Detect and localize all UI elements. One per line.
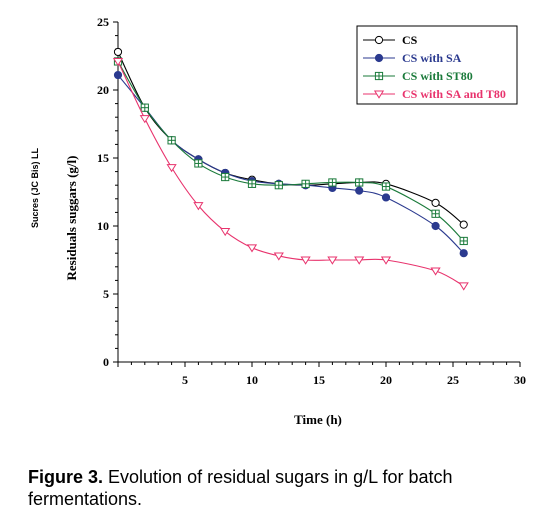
data-point [246,244,258,253]
data-point [459,236,468,246]
legend-item: CS [363,33,418,47]
legend-label: CS with SA [402,51,462,65]
data-point [300,256,311,265]
data-point [381,193,391,202]
data-point [274,181,283,190]
y-tick-label: 0 [103,355,109,369]
data-point [193,202,204,211]
legend-item: CS with ST80 [363,69,473,83]
figure-caption-text: Evolution of residual sugars in g/L for … [28,467,453,509]
data-point [374,53,384,63]
chart: 0 5 10 15 20 25 5 10 15 20 25 30 CS CS with SA CS wit… [30,15,526,427]
side-label: Sucres (JC Bis) LL [30,147,40,228]
data-point [140,103,149,112]
data-point [328,178,337,187]
x-axis-title: Time (h) [294,412,342,427]
data-point [431,221,440,231]
data-point [381,182,391,191]
data-point [273,252,284,261]
data-point [373,90,385,99]
data-point [167,136,176,145]
y-tick-label: 20 [97,83,109,97]
data-point [301,179,310,188]
legend: CS CS with SA CS with ST80 CS with SA and T… [356,25,518,105]
x-tick-label: 20 [380,373,392,387]
data-point [458,282,469,291]
axes: 0 5 10 15 20 25 5 10 15 20 25 30 [97,15,526,387]
data-point [355,186,364,195]
data-point [327,256,338,265]
series-cs-with-st80 [113,57,468,246]
data-point [354,256,365,265]
y-tick-label: 5 [103,287,109,301]
data-point [380,256,392,265]
data-point [194,159,203,168]
y-tick-label: 10 [97,219,109,233]
legend-label: CS with SA and T80 [402,87,506,101]
y-tick-label: 25 [97,15,109,29]
series-cs-with-sa-and-t80 [112,58,469,291]
data-point [431,209,440,218]
data-point [221,172,230,182]
figure-caption: Figure 3. Evolution of residual sugars i… [28,466,538,510]
data-point [374,71,384,81]
x-tick-label: 30 [514,373,526,387]
y-axis-title: Residuals suggars (g/l) [64,156,79,281]
data-point [113,47,123,57]
data-point [430,267,441,276]
series-layer [112,47,469,291]
x-tick-label: 10 [246,373,258,387]
x-tick-label: 5 [182,373,188,387]
x-tick-label: 25 [447,373,459,387]
data-point [459,249,468,258]
legend-item: CS with SA [363,51,462,65]
data-point [220,228,231,237]
data-point [459,220,468,229]
data-point [374,35,384,45]
data-point [355,178,364,187]
legend-item: CS with SA and T80 [363,87,506,101]
y-tick-label: 15 [97,151,109,165]
legend-label: CS with ST80 [402,69,473,83]
data-point [247,179,257,188]
data-point [431,198,440,207]
data-point [139,115,150,124]
figure-caption-label: Figure 3. [28,467,104,487]
x-tick-label: 15 [313,373,325,387]
legend-label: CS [402,33,418,47]
data-point [112,58,124,67]
data-point [113,70,123,80]
data-point [166,164,177,173]
